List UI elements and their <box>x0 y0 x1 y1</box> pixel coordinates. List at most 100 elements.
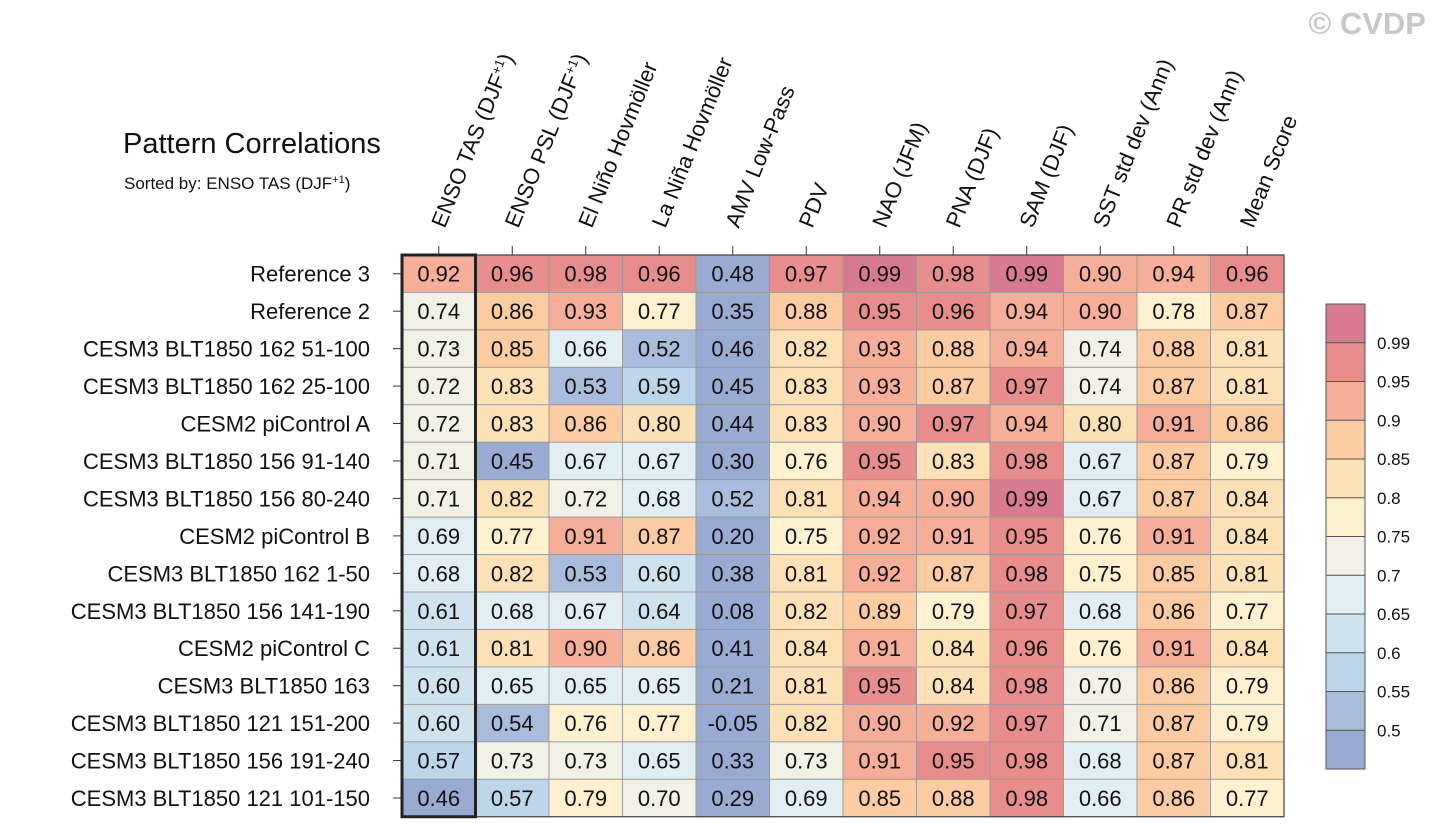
heatmap-cell <box>622 366 697 406</box>
heatmap-cell <box>916 591 991 630</box>
cell-value-label: 0.54 <box>491 711 534 736</box>
cell-value-label: 0.52 <box>638 337 681 362</box>
heatmap-cell <box>622 629 697 668</box>
heatmap-cell <box>401 516 476 556</box>
heatmap-cell <box>1136 292 1211 331</box>
column-label: El Niño Hovmöller <box>573 58 662 231</box>
column-label: AMV Low-Pass <box>720 82 800 231</box>
cell-value-label: 0.84 <box>1226 486 1269 511</box>
heatmap-cell <box>1210 591 1285 630</box>
column-label: PNA (DJF) <box>941 124 1004 231</box>
cell-value-label: 0.96 <box>1005 636 1048 661</box>
cell-value-label: 0.86 <box>1152 786 1195 811</box>
heatmap-cell <box>1136 479 1211 518</box>
cell-value-label: -0.05 <box>708 711 758 736</box>
cell-value-label: 0.82 <box>785 337 828 362</box>
cell-value-label: 0.91 <box>858 636 901 661</box>
heatmap-cell <box>622 778 697 818</box>
heatmap-cell <box>842 703 917 743</box>
heatmap-cell <box>1136 778 1211 818</box>
cell-value-label: 0.85 <box>858 786 901 811</box>
heatmap-cell <box>989 292 1064 331</box>
cell-value-label: 0.91 <box>564 524 607 549</box>
cell-value-label: 0.45 <box>711 374 754 399</box>
cell-value-label: 0.85 <box>491 337 534 362</box>
cell-value-label: 0.86 <box>1152 674 1195 699</box>
heatmap-cell <box>695 703 770 743</box>
cell-value-label: 0.77 <box>491 524 534 549</box>
heatmap-cell <box>401 629 476 668</box>
heatmap-cell <box>1210 554 1285 593</box>
heatmap-cell <box>1063 254 1138 293</box>
cell-value-label: 0.60 <box>417 711 460 736</box>
cell-value-label: 0.83 <box>785 412 828 437</box>
heatmap-cell <box>1210 329 1285 368</box>
heatmap-cell <box>548 703 623 743</box>
heatmap-cell <box>1063 666 1138 705</box>
cell-value-label: 0.79 <box>1226 674 1269 699</box>
cell-value-label: 0.77 <box>1226 786 1269 811</box>
cell-value-label: 0.87 <box>932 374 975 399</box>
cell-value-label: 0.57 <box>491 786 534 811</box>
cell-value-label: 0.65 <box>491 674 534 699</box>
row-label: CESM2 piControl B <box>179 524 370 549</box>
cell-value-label: 0.90 <box>1079 262 1122 287</box>
cell-value-label: 0.81 <box>491 636 534 661</box>
heatmap-cell <box>548 329 623 368</box>
cell-value-label: 0.98 <box>1005 449 1048 474</box>
row-label: CESM2 piControl A <box>180 412 370 437</box>
cell-value-label: 0.95 <box>932 749 975 774</box>
heatmap-cell <box>401 741 476 780</box>
heatmap-cell <box>475 479 550 518</box>
cell-value-label: 0.91 <box>932 524 975 549</box>
heatmap-cell <box>622 741 697 780</box>
cell-value-label: 0.81 <box>1226 561 1269 586</box>
heatmap-cell <box>622 516 697 556</box>
cell-value-label: 0.38 <box>711 561 754 586</box>
cell-value-label: 0.67 <box>638 449 681 474</box>
cell-value-label: 0.97 <box>1005 374 1048 399</box>
heatmap-cell <box>769 666 844 705</box>
cell-value-label: 0.41 <box>711 636 754 661</box>
cell-value-label: 0.97 <box>1005 599 1048 624</box>
cell-value-label: 0.84 <box>1226 636 1269 661</box>
heatmap-cell <box>695 741 770 780</box>
heatmap-cell <box>916 254 991 293</box>
heatmap-cell <box>1210 479 1285 518</box>
heatmap-cell <box>769 366 844 406</box>
cell-value-label: 0.84 <box>932 636 975 661</box>
cell-value-label: 0.52 <box>711 486 754 511</box>
cell-value-label: 0.60 <box>638 561 681 586</box>
heatmap-cell <box>842 591 917 630</box>
cell-value-label: 0.82 <box>785 599 828 624</box>
heatmap-cell <box>401 404 476 443</box>
cell-value-label: 0.94 <box>1005 337 1048 362</box>
column-label: SST std dev (Ann) <box>1088 55 1178 231</box>
colorbar-segment <box>1326 691 1365 731</box>
row-label: CESM3 BLT1850 162 1-50 <box>107 561 370 586</box>
cell-value-label: 0.90 <box>1079 299 1122 324</box>
cell-value-label: 0.45 <box>491 449 534 474</box>
colorbar-label: 0.95 <box>1377 373 1410 392</box>
heatmap-cell <box>842 554 917 593</box>
cell-value-label: 0.46 <box>417 786 460 811</box>
heatmap-cell <box>842 516 917 556</box>
cell-value-label: 0.94 <box>1152 262 1195 287</box>
heatmap-cell <box>622 591 697 630</box>
colorbar-segment <box>1326 342 1365 382</box>
colorbar-segment <box>1326 536 1365 576</box>
colorbar-label: 0.75 <box>1377 528 1410 547</box>
heatmap-cell <box>475 591 550 630</box>
cell-value-label: 0.87 <box>1152 749 1195 774</box>
cell-value-label: 0.97 <box>785 262 828 287</box>
cell-value-label: 0.83 <box>491 374 534 399</box>
column-label: PDV <box>794 179 834 231</box>
cell-value-label: 0.87 <box>1152 449 1195 474</box>
heatmap-cell <box>401 329 476 368</box>
cell-value-label: 0.77 <box>638 299 681 324</box>
watermark-text: © CVDP <box>1308 6 1426 41</box>
heatmap-cell <box>401 703 476 743</box>
cell-value-label: 0.82 <box>785 711 828 736</box>
cell-value-label: 0.61 <box>417 599 460 624</box>
cell-value-label: 0.98 <box>1005 674 1048 699</box>
